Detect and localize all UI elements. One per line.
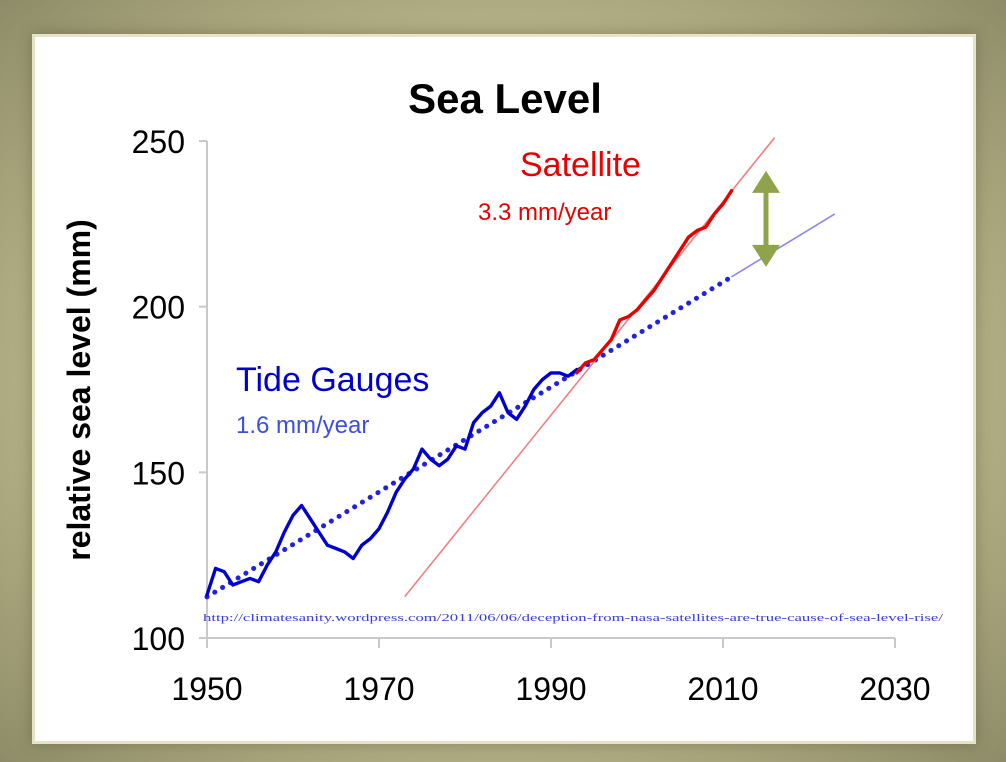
y-tick-label: 250 <box>132 124 185 160</box>
x-tick-label: 2030 <box>859 671 930 707</box>
satellite-label: Satellite <box>520 146 641 184</box>
y-axis-label: relative sea level (mm) <box>61 219 97 561</box>
tide-gauges-label: Tide Gauges <box>236 361 429 399</box>
double-arrow-head-up <box>752 170 780 193</box>
y-tick-label: 150 <box>132 455 185 491</box>
y-tick-label: 100 <box>132 621 185 657</box>
series-line-satellite <box>575 188 734 375</box>
chart-card <box>32 34 976 744</box>
x-tick-label: 1950 <box>171 671 242 707</box>
x-tick-label: 2010 <box>687 671 758 707</box>
plot-area: 1950 1970 1990 2010 2030 100 150 200 250 Tide Ga… <box>132 124 945 707</box>
x-tick-label: 1970 <box>343 671 414 707</box>
y-tick-label: 200 <box>132 290 185 326</box>
source-url: http://climatesanity.wordpress.com/2011/… <box>203 612 944 624</box>
satellite-rate: 3.3 mm/year <box>478 199 611 226</box>
double-arrow-head-down <box>752 244 780 267</box>
chart-title: Sea Level <box>408 75 602 122</box>
trend-line-1 <box>731 213 836 278</box>
series-line-tide-gauges <box>205 367 579 597</box>
tide-gauges-rate: 1.6 mm/year <box>236 412 369 439</box>
x-tick-label: 1990 <box>515 671 586 707</box>
